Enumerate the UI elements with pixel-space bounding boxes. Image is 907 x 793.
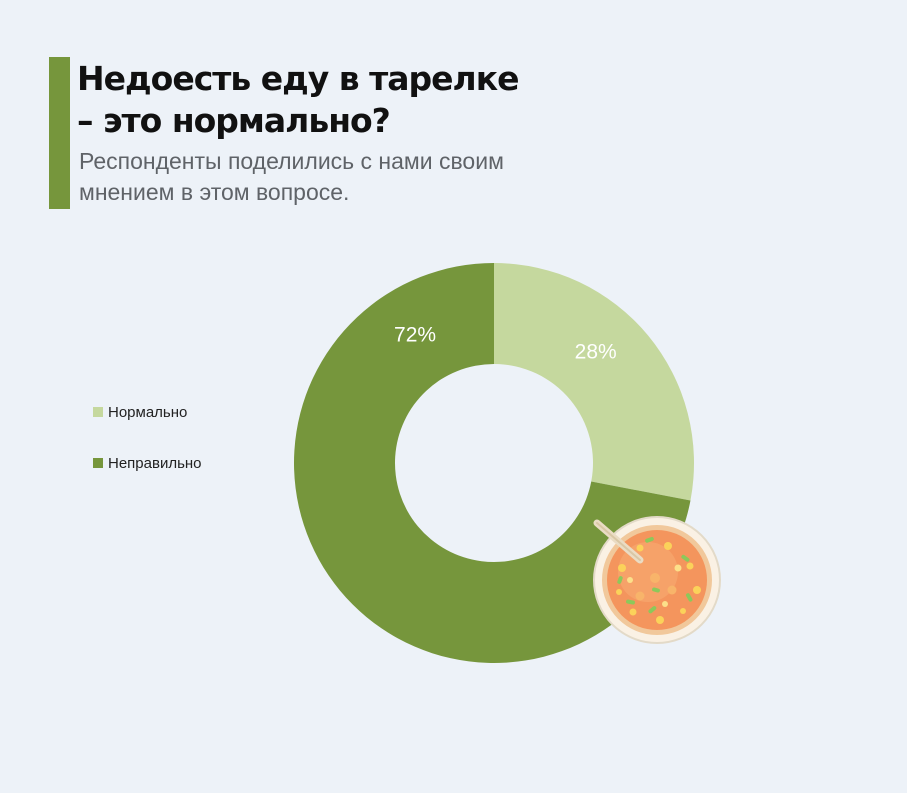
donut-slice-wrong [294,263,691,663]
legend-swatch-wrong [93,458,103,468]
subtitle-line-2: мнением в этом вопросе. [79,179,350,205]
legend-swatch-normal [93,407,103,417]
data-label-wrong: 72% [394,323,436,346]
soup-bowl-icon [593,516,721,644]
legend-item-normal: Нормально [93,400,202,424]
chart-legend: Нормально Неправильно [93,400,202,502]
page-title: Недоесть еду в тарелке – это нормально? [77,58,597,142]
title-line-2: – это нормально? [77,101,391,140]
title-accent-bar [49,57,70,209]
page-subtitle: Респонденты поделились с нами своим мнен… [79,146,599,208]
subtitle-line-1: Респонденты поделились с нами своим [79,148,504,174]
data-label-normal: 28% [575,340,617,363]
legend-item-wrong: Неправильно [93,451,202,475]
legend-label-normal: Нормально [108,403,188,421]
donut-labels: 28% 72% [394,323,617,363]
legend-label-wrong: Неправильно [108,454,202,472]
donut-slices [294,263,694,663]
donut-slice-normal [494,263,694,501]
title-line-1: Недоесть еду в тарелке [77,59,519,98]
